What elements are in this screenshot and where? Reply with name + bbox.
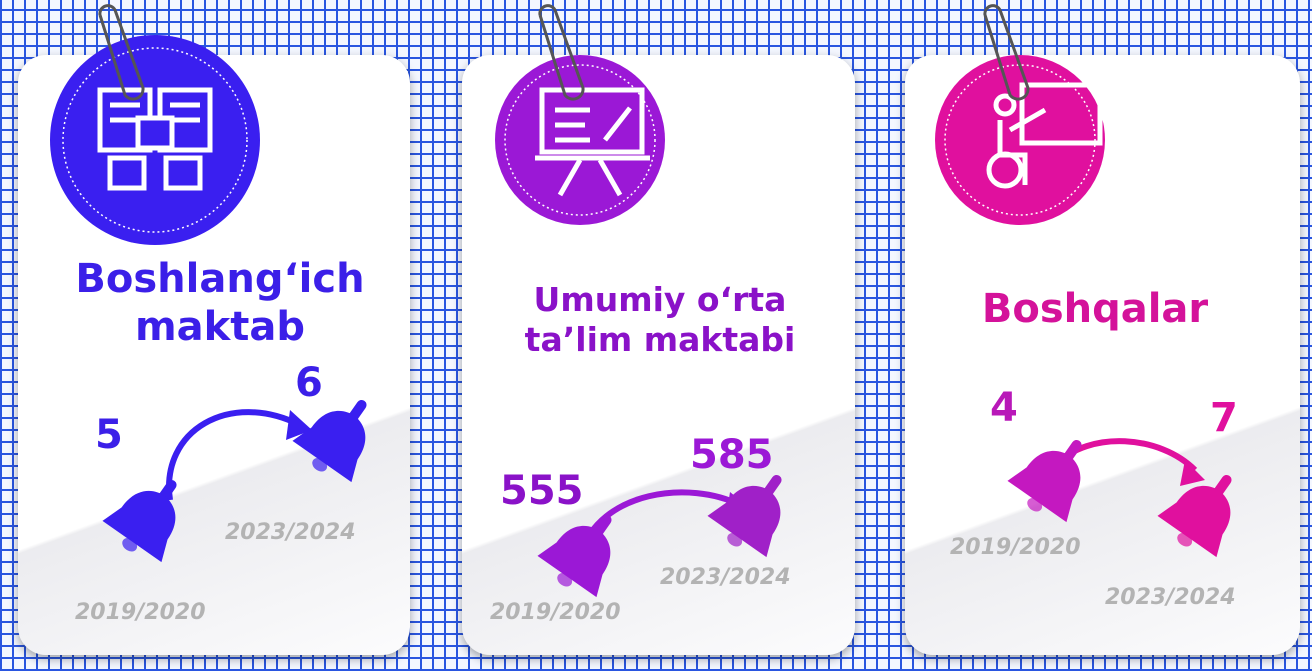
bell <box>292 394 384 483</box>
year: 2023/2024 <box>225 520 356 545</box>
board-icon <box>535 87 650 197</box>
paper-clips <box>98 4 1030 101</box>
bell <box>537 509 629 598</box>
icon-ring <box>504 64 656 216</box>
value: 555 <box>500 468 584 514</box>
year: 2019/2020 <box>950 535 1081 560</box>
year: 2023/2024 <box>660 565 791 590</box>
card-title: Umumiy o‘rta ta’lim maktabi <box>524 280 796 359</box>
value: 6 <box>295 360 323 406</box>
book-icon <box>97 87 213 191</box>
bell <box>1157 469 1249 558</box>
value: 585 <box>690 432 774 478</box>
card-title: Boshlang‘ich maktab <box>75 256 365 350</box>
value: 4 <box>990 385 1018 431</box>
icon-ring <box>62 47 248 233</box>
arrow <box>166 409 302 501</box>
year: 2023/2024 <box>1105 585 1236 610</box>
bell <box>707 469 799 558</box>
icon-ring <box>944 64 1096 216</box>
value: 7 <box>1210 395 1238 441</box>
card-title: Boshqalar <box>981 286 1209 332</box>
value: 5 <box>95 412 123 458</box>
arrow-head <box>1180 460 1205 486</box>
bell <box>102 474 194 563</box>
year: 2019/2020 <box>490 600 621 625</box>
teacher-icon <box>986 82 1103 189</box>
year: 2019/2020 <box>75 600 206 625</box>
